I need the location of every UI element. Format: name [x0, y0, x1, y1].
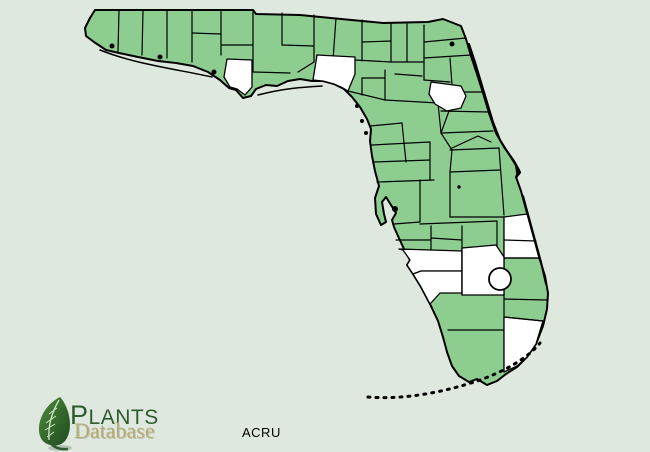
- lake-okeechobee: [488, 267, 512, 291]
- absent-county-big-bend: [312, 54, 356, 92]
- plants-database-logo: PLANTS Database: [28, 394, 218, 451]
- absent-county-miami-dade: [503, 316, 544, 373]
- absent-county-charlotte: [398, 248, 463, 275]
- florida-keys: [366, 341, 542, 400]
- logo-title: PLANTS: [70, 402, 159, 429]
- logo-title-rest: LANTS: [88, 406, 159, 429]
- county-border-lines: [117, 9, 548, 373]
- absent-county-putnam: [428, 81, 467, 112]
- absent-county-lee: [412, 270, 463, 305]
- logo-subtitle: Database: [74, 418, 155, 443]
- bay-inlet-details: [109, 41, 521, 212]
- species-code-label: ACRU: [242, 425, 281, 440]
- logo-title-first-letter: P: [70, 400, 89, 430]
- absent-county-gulf: [223, 58, 253, 96]
- cape-canaveral: [514, 160, 521, 178]
- barrier-islands: [99, 43, 547, 285]
